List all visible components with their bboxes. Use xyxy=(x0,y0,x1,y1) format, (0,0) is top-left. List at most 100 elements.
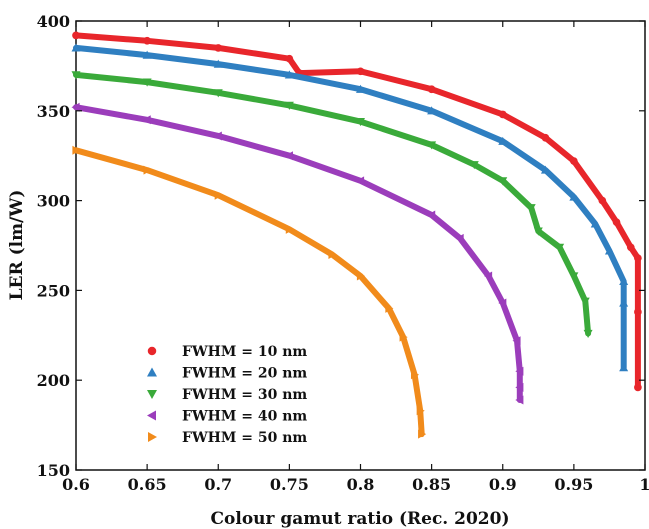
legend: FWHM = 10 nm FWHM = 20 nm FWHM = 30 nm FWHM… xyxy=(147,344,307,446)
legend-label: FWHM = 40 nm xyxy=(182,409,307,425)
data-point xyxy=(213,89,223,98)
legend-marker xyxy=(147,410,156,421)
series-line xyxy=(73,32,641,391)
series-line xyxy=(73,44,627,371)
data-point xyxy=(284,151,293,161)
data-point xyxy=(328,249,337,259)
data-point xyxy=(214,44,223,52)
x-tick-label: 0.9 xyxy=(489,475,517,494)
data-point xyxy=(142,115,151,125)
data-point xyxy=(526,204,536,213)
data-point xyxy=(569,272,579,281)
y-tick-label: 300 xyxy=(37,192,70,211)
legend-marker xyxy=(147,367,157,377)
y-tick-label: 200 xyxy=(37,371,70,390)
data-point xyxy=(427,210,436,220)
data-point xyxy=(356,271,365,281)
legend-label: FWHM = 20 nm xyxy=(182,366,307,382)
y-axis: 150 200 250 300 350 400 xyxy=(37,12,645,480)
y-tick-label: 250 xyxy=(37,281,70,300)
x-tick-label: 1 xyxy=(639,475,649,494)
x-tick-label: 0.75 xyxy=(270,475,309,494)
data-point xyxy=(71,71,81,80)
data-point xyxy=(515,366,524,376)
series-5 xyxy=(72,145,427,439)
data-point xyxy=(285,224,294,234)
data-point xyxy=(569,192,579,201)
data-point xyxy=(619,363,629,372)
data-point xyxy=(418,429,427,439)
data-point xyxy=(284,70,294,79)
x-axis: 0.6 0.65 0.7 0.75 0.8 0.85 0.9 0.95 1 xyxy=(62,21,649,494)
x-tick-label: 0.6 xyxy=(62,475,90,494)
x-tick-label: 0.85 xyxy=(412,475,451,494)
data-point xyxy=(634,254,642,262)
series-3 xyxy=(71,71,593,339)
legend-marker xyxy=(148,432,157,442)
data-point xyxy=(213,59,223,68)
data-point xyxy=(142,78,152,87)
series-line xyxy=(73,71,592,337)
plot-area xyxy=(75,20,646,471)
data-point xyxy=(498,177,508,186)
data-point xyxy=(427,85,436,94)
legend-label: FWHM = 30 nm xyxy=(182,387,307,403)
x-tick-label: 0.65 xyxy=(128,475,167,494)
data-point xyxy=(455,233,464,243)
data-point xyxy=(214,190,223,200)
data-point xyxy=(484,271,493,281)
legend-marker xyxy=(147,390,157,399)
data-point xyxy=(498,298,507,308)
data-point xyxy=(143,165,152,175)
data-point xyxy=(285,54,294,63)
data-point xyxy=(619,276,629,286)
data-point xyxy=(619,298,629,307)
data-point xyxy=(604,246,614,255)
data-marks xyxy=(71,31,642,439)
data-point xyxy=(385,303,394,313)
legend-marker xyxy=(147,346,157,356)
data-point xyxy=(356,176,365,186)
series-1 xyxy=(72,31,642,392)
series-4 xyxy=(71,102,524,405)
data-point xyxy=(570,157,578,165)
data-point xyxy=(469,161,479,170)
y-tick-label: 400 xyxy=(37,12,70,31)
data-point xyxy=(143,36,151,45)
y-tick-label: 150 xyxy=(37,461,70,480)
data-point xyxy=(612,218,621,226)
data-point xyxy=(512,336,521,346)
x-tick-label: 0.7 xyxy=(204,475,232,494)
data-point xyxy=(356,67,365,76)
data-point xyxy=(540,165,550,174)
data-point xyxy=(580,297,590,306)
series-2 xyxy=(71,43,629,372)
data-point xyxy=(626,243,635,252)
legend-label: FWHM = 10 nm xyxy=(182,344,307,360)
data-point xyxy=(541,133,550,142)
legend-label: FWHM = 50 nm xyxy=(182,430,307,446)
data-point xyxy=(598,196,607,205)
y-axis-title: LER (lm/W) xyxy=(7,190,27,301)
data-point xyxy=(533,227,543,236)
data-point xyxy=(410,370,420,380)
data-point xyxy=(72,145,81,155)
data-point xyxy=(416,406,425,416)
data-point xyxy=(515,382,524,392)
data-point xyxy=(427,106,437,115)
data-point xyxy=(427,141,437,150)
y-tick-label: 350 xyxy=(37,102,70,121)
data-point xyxy=(356,117,365,127)
data-point xyxy=(284,101,294,110)
data-point xyxy=(634,308,642,316)
data-point xyxy=(71,43,81,52)
data-point xyxy=(515,395,524,405)
data-point xyxy=(72,31,80,40)
x-tick-label: 0.8 xyxy=(347,475,375,494)
data-point xyxy=(498,110,507,119)
data-point xyxy=(590,219,600,228)
data-point xyxy=(213,131,222,141)
data-point xyxy=(356,84,365,93)
data-point xyxy=(583,329,593,339)
